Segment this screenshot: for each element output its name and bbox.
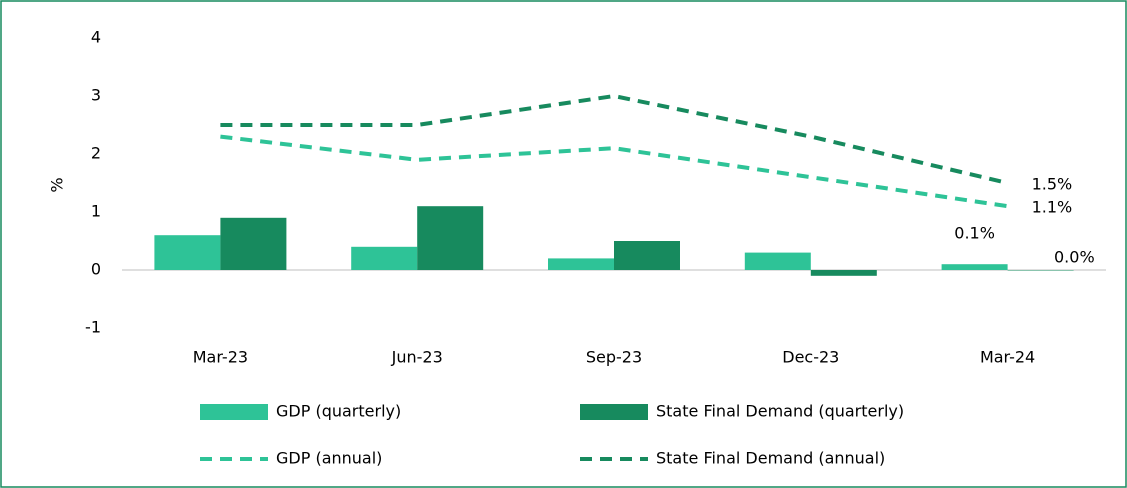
- bar: [417, 206, 484, 270]
- bar: [548, 258, 614, 270]
- data-label: 0.0%: [1054, 248, 1095, 267]
- bar: [351, 246, 418, 270]
- y-tick-label: 0: [91, 260, 101, 279]
- x-tick-label: Dec-23: [782, 348, 839, 367]
- y-axis-label: %: [48, 177, 67, 192]
- bar: [220, 217, 287, 270]
- data-label: 0.1%: [954, 224, 995, 243]
- x-tick-label: Mar-23: [193, 348, 248, 367]
- x-tick-label: Sep-23: [586, 348, 642, 367]
- bar: [810, 270, 877, 276]
- bar: [744, 252, 811, 270]
- line: [220, 93, 1009, 185]
- legend-swatch: [580, 404, 648, 420]
- y-tick-label: 2: [91, 144, 101, 163]
- data-label: 1.1%: [1032, 198, 1073, 217]
- y-tick-label: 1: [91, 202, 101, 221]
- bar: [154, 235, 221, 270]
- legend-label: State Final Demand (quarterly): [656, 402, 904, 421]
- bar: [1007, 270, 1074, 271]
- legend-swatch: [200, 404, 268, 420]
- legend-label: GDP (annual): [276, 449, 382, 468]
- legend-label: State Final Demand (annual): [656, 449, 885, 468]
- x-tick-label: Jun-23: [391, 348, 443, 367]
- bar: [614, 241, 680, 270]
- y-tick-label: 3: [91, 86, 101, 105]
- bar: [941, 264, 1008, 270]
- data-label: 1.5%: [1032, 175, 1073, 194]
- y-tick-label: -1: [85, 318, 101, 337]
- line: [220, 134, 1008, 209]
- x-tick-label: Mar-24: [980, 348, 1035, 367]
- legend-label: GDP (quarterly): [276, 402, 401, 421]
- y-tick-label: 4: [91, 28, 101, 47]
